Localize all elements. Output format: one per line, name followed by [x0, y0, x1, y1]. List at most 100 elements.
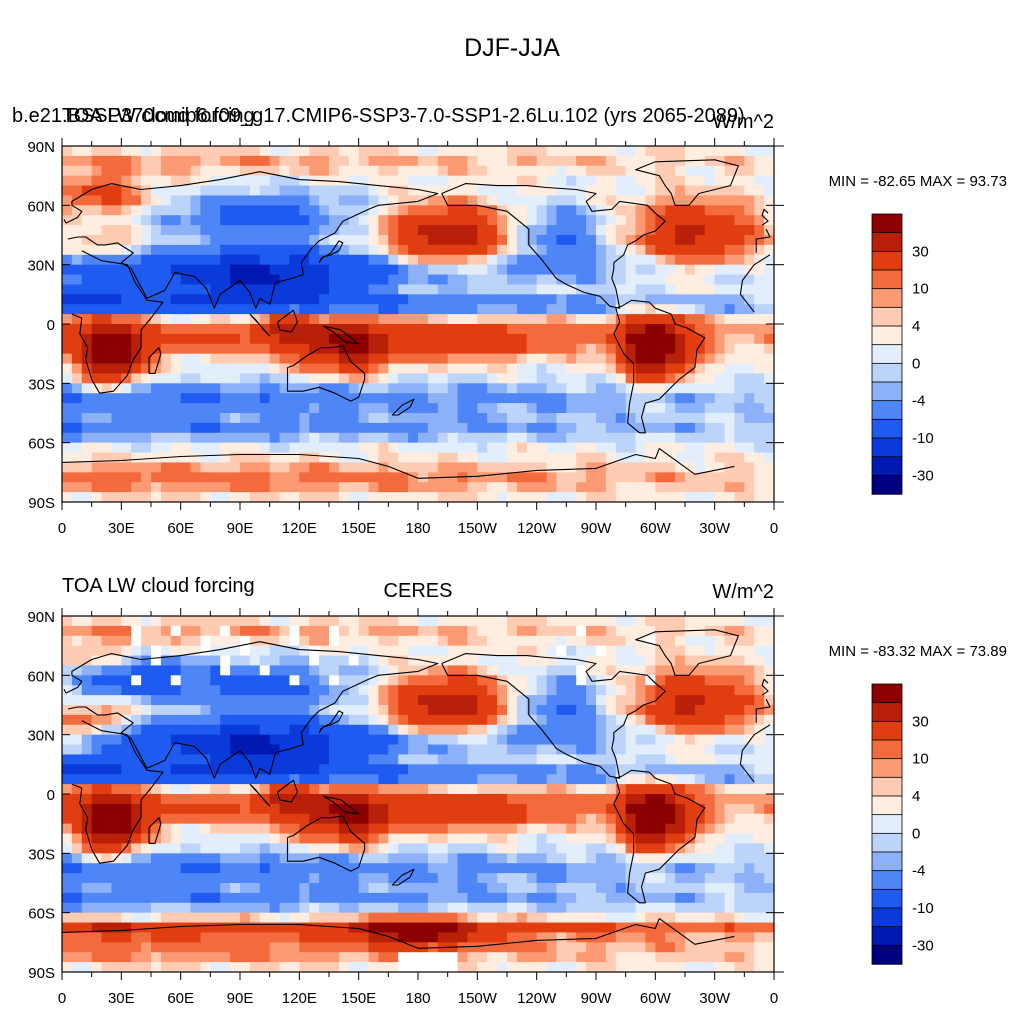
- field-cell: [497, 244, 508, 256]
- field-cell: [714, 655, 726, 666]
- field-cell: [516, 665, 528, 676]
- field-cell: [200, 393, 211, 404]
- field-cell: [338, 616, 350, 627]
- field-cell: [398, 665, 409, 676]
- field-cell: [249, 625, 261, 637]
- field-cell: [764, 863, 774, 874]
- field-cell: [141, 343, 152, 355]
- field-cell: [675, 784, 686, 795]
- field-cell: [625, 215, 637, 226]
- field-cell: [556, 754, 567, 765]
- field-cell: [655, 892, 666, 904]
- field-cell: [596, 175, 607, 187]
- field-cell: [605, 264, 617, 276]
- field-cell: [101, 314, 112, 325]
- field-cell: [744, 274, 755, 285]
- field-cell: [586, 794, 597, 805]
- field-cell: [694, 774, 706, 785]
- field-cell: [141, 393, 152, 404]
- field-cell: [111, 754, 122, 765]
- field-cell: [338, 462, 350, 473]
- field-cell: [338, 205, 350, 216]
- field-cell: [536, 393, 548, 404]
- field-cell: [437, 452, 449, 463]
- field-cell: [91, 432, 103, 444]
- field-cell: [497, 734, 508, 746]
- field-cell: [71, 883, 83, 894]
- field-cell: [319, 754, 330, 765]
- field-cell: [546, 165, 557, 177]
- field-cell: [398, 254, 409, 266]
- field-cell: [625, 724, 637, 736]
- field-cell: [625, 873, 637, 884]
- field-cell: [546, 764, 557, 775]
- field-cell: [259, 734, 271, 746]
- field-cell: [675, 823, 686, 835]
- field-cell: [91, 195, 103, 206]
- field-cell: [240, 873, 251, 884]
- field-cell: [408, 625, 419, 637]
- field-cell: [259, 813, 271, 825]
- field-cell: [546, 482, 557, 493]
- field-cell: [447, 294, 459, 305]
- field-cell: [299, 284, 310, 295]
- field-cell: [694, 146, 706, 157]
- colorbar-swatch: [871, 269, 903, 290]
- field-cell: [408, 833, 419, 844]
- field-cell: [269, 294, 281, 305]
- field-cell: [190, 922, 201, 933]
- field-cell: [141, 215, 152, 226]
- field-cell: [388, 284, 399, 295]
- field-cell: [141, 146, 152, 157]
- field-cell: [121, 175, 132, 187]
- field-cell: [704, 314, 716, 325]
- field-cell: [546, 175, 557, 187]
- field-cell: [586, 873, 597, 884]
- field-cell: [507, 225, 518, 236]
- field-cell: [764, 892, 774, 904]
- field-cell: [378, 813, 389, 825]
- field-cell: [180, 413, 192, 424]
- field-cell: [724, 244, 735, 256]
- field-cell: [556, 784, 567, 795]
- field-cell: [655, 695, 666, 706]
- field-cell: [190, 873, 201, 884]
- coastline: [322, 325, 360, 345]
- field-cell: [329, 616, 340, 627]
- field-cell: [467, 254, 478, 266]
- field-cell: [210, 873, 221, 884]
- field-cell: [170, 764, 182, 775]
- field-cell: [764, 393, 774, 404]
- field-cell: [200, 695, 211, 706]
- field-cell: [180, 695, 192, 706]
- field-cell: [160, 645, 172, 657]
- field-cell: [437, 333, 449, 345]
- field-cell: [576, 616, 587, 627]
- field-cell: [259, 863, 271, 874]
- field-cell: [279, 225, 290, 236]
- field-cell: [625, 883, 637, 894]
- field-cell: [744, 235, 755, 246]
- field-cell: [81, 705, 93, 716]
- field-cell: [151, 472, 162, 483]
- field-cell: [744, 892, 755, 904]
- field-cell: [576, 774, 587, 785]
- field-cell: [101, 146, 112, 157]
- field-cell: [141, 383, 152, 394]
- field-cell: [131, 833, 142, 844]
- field-cell: [487, 314, 498, 325]
- field-cell: [477, 744, 488, 755]
- field-cell: [141, 813, 152, 825]
- field-cell: [685, 616, 696, 627]
- field-cell: [121, 343, 132, 355]
- field-cell: [269, 422, 281, 434]
- field-cell: [526, 205, 538, 216]
- field-cell: [279, 625, 290, 637]
- field-cell: [170, 734, 182, 746]
- field-cell: [348, 823, 360, 835]
- field-cell: [71, 695, 83, 706]
- field-cell: [230, 655, 241, 666]
- field-cell: [398, 264, 409, 276]
- field-cell: [62, 215, 73, 226]
- field-cell: [338, 353, 350, 365]
